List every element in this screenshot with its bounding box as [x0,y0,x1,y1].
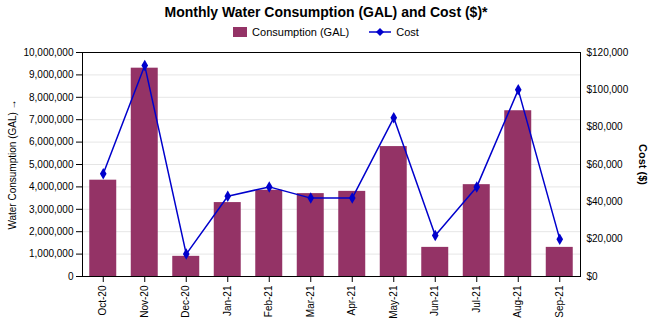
svg-text:$20,000: $20,000 [587,233,624,244]
svg-text:Sep-21: Sep-21 [554,285,565,318]
svg-text:$100,000: $100,000 [587,84,629,95]
svg-text:$60,000: $60,000 [587,159,624,170]
svg-text:Mar-21: Mar-21 [305,285,316,317]
svg-text:4,000,000: 4,000,000 [29,181,74,192]
html-text:Monthly Water Consumption (GAL: Monthly Water Consumption (GAL) and Cost… [164,4,488,20]
svg-text:3,000,000: 3,000,000 [29,204,74,215]
svg-text:9,000,000: 9,000,000 [29,69,74,80]
svg-text:7,000,000: 7,000,000 [29,114,74,125]
svg-text:Feb-21: Feb-21 [263,285,274,317]
svg-text:$80,000: $80,000 [587,121,624,132]
svg-text:Dec-20: Dec-20 [180,285,191,318]
svg-text:Jul-21: Jul-21 [471,285,482,313]
svg-text:Aug-21: Aug-21 [512,285,523,318]
svg-text:$40,000: $40,000 [587,196,624,207]
svg-text:$120,000: $120,000 [587,47,629,58]
svg-text:Jun-21: Jun-21 [429,285,440,316]
svg-text:8,000,000: 8,000,000 [29,92,74,103]
svg-text:Cost ($): Cost ($) [637,144,649,185]
html-text:Cost: Cost [396,26,419,38]
svg-text:May-21: May-21 [388,285,399,319]
svg-text:Water Consumption (GAL) →: Water Consumption (GAL) → [7,99,18,229]
svg-text:2,000,000: 2,000,000 [29,226,74,237]
svg-text:6,000,000: 6,000,000 [29,136,74,147]
svg-text:10,000,000: 10,000,000 [23,47,73,58]
html-text:Consumption (GAL): Consumption (GAL) [252,26,350,38]
svg-text:Apr-21: Apr-21 [346,285,357,315]
svg-text:$0: $0 [587,271,599,282]
svg-text:Oct-20: Oct-20 [97,285,108,315]
svg-text:Jan-21: Jan-21 [222,285,233,316]
svg-text:5,000,000: 5,000,000 [29,159,74,170]
svg-text:1,000,000: 1,000,000 [29,248,74,259]
svg-text:Nov-20: Nov-20 [139,285,150,318]
svg-text:0: 0 [68,271,74,282]
